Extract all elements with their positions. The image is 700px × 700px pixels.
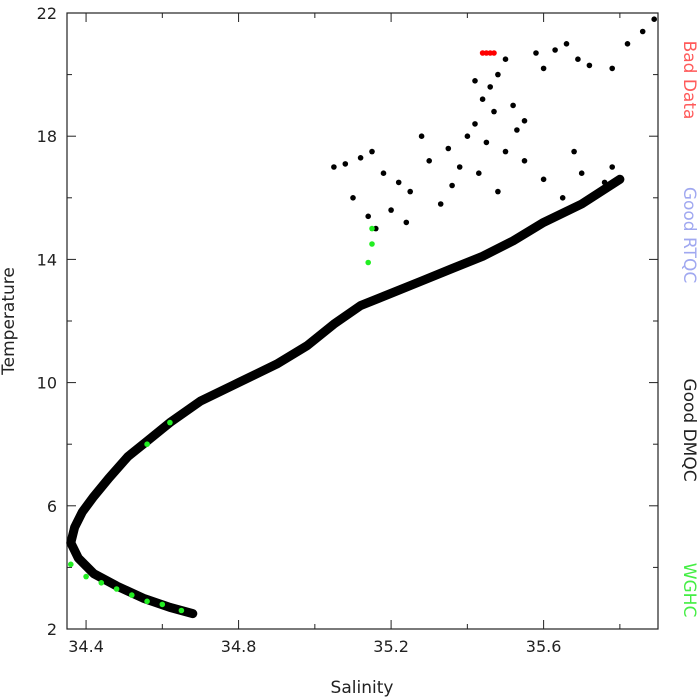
- data-point: [350, 195, 356, 201]
- data-point: [113, 586, 120, 592]
- data-point: [533, 50, 539, 56]
- data-point: [483, 139, 490, 146]
- data-point: [476, 170, 482, 176]
- data-point: [380, 170, 387, 176]
- data-point: [559, 195, 566, 201]
- data-point: [144, 598, 150, 605]
- legend: Bad Data Good RTQC Good DMQC WGHC: [679, 41, 699, 618]
- data-point: [601, 179, 608, 186]
- y-tick-label: 6: [47, 497, 57, 516]
- data-point: [563, 41, 570, 47]
- data-points: [66, 16, 657, 619]
- data-point: [571, 148, 577, 155]
- legend-item: Bad Data: [679, 41, 699, 120]
- y-tick-label: 10: [37, 374, 57, 393]
- x-tick-label: 34.8: [221, 637, 257, 656]
- data-point: [426, 158, 433, 164]
- data-point: [144, 441, 150, 448]
- data-point: [407, 188, 414, 195]
- data-point: [578, 170, 585, 176]
- x-tick-label: 35.2: [373, 637, 409, 656]
- data-point: [395, 179, 402, 186]
- data-point: [502, 56, 509, 62]
- y-tick-label: 14: [37, 250, 57, 269]
- data-point: [586, 62, 593, 69]
- data-point: [651, 16, 657, 23]
- series-good-dmqc: [66, 16, 657, 619]
- series-wghc: [68, 225, 375, 614]
- series-bad-data: [479, 50, 497, 56]
- data-point: [456, 164, 463, 170]
- data-point: [521, 158, 528, 164]
- data-point: [418, 133, 425, 139]
- data-point: [464, 133, 471, 139]
- y-tick-label: 2: [47, 620, 57, 639]
- x-tick-label: 35.6: [526, 637, 562, 656]
- data-point: [495, 71, 501, 78]
- data-point: [472, 78, 478, 84]
- data-point: [540, 65, 547, 72]
- data-point: [609, 65, 615, 72]
- data-point: [491, 108, 497, 115]
- data-point: [575, 56, 581, 62]
- data-point: [68, 561, 74, 568]
- y-axis-title: Temperature: [0, 267, 19, 376]
- data-point: [639, 28, 646, 35]
- data-point: [178, 607, 185, 614]
- data-point: [369, 148, 375, 155]
- data-point: [357, 155, 364, 161]
- y-tick-label: 18: [37, 127, 57, 146]
- data-point: [540, 176, 547, 183]
- data-point: [159, 601, 166, 608]
- data-point: [129, 592, 135, 598]
- data-point: [609, 164, 615, 170]
- axis-ticks: 34.4 34.8 35.2 35.6 2 6 10 14 18 22: [37, 4, 658, 656]
- data-point: [514, 127, 520, 133]
- data-point: [472, 121, 478, 127]
- data-point: [83, 573, 89, 580]
- legend-item: Good DMQC: [679, 378, 699, 481]
- data-point: [510, 102, 516, 109]
- data-point: [342, 161, 349, 167]
- data-point: [445, 145, 452, 152]
- data-point: [98, 580, 105, 586]
- data-point: [479, 96, 486, 102]
- data-point: [331, 164, 337, 170]
- legend-item: WGHC: [679, 563, 699, 618]
- data-point: [167, 419, 173, 426]
- data-point: [403, 219, 410, 226]
- data-point: [365, 213, 372, 220]
- data-point: [552, 47, 558, 53]
- y-tick-label: 22: [37, 4, 57, 23]
- data-point: [502, 148, 509, 155]
- legend-item: Good RTQC: [679, 187, 699, 283]
- data-point: [624, 41, 631, 47]
- data-point: [521, 118, 528, 124]
- data-point: [388, 207, 394, 213]
- data-point: [369, 241, 375, 247]
- series-band: [66, 174, 625, 619]
- data-point: [369, 225, 375, 232]
- data-point: [487, 84, 494, 90]
- data-point: [495, 188, 501, 195]
- x-tick-label: 34.4: [68, 637, 104, 656]
- data-point: [437, 201, 444, 207]
- data-point: [449, 182, 455, 189]
- data-point: [365, 259, 372, 266]
- plot-frame: [66, 12, 659, 630]
- data-point: [491, 50, 497, 56]
- x-axis-title: Salinity: [331, 678, 394, 698]
